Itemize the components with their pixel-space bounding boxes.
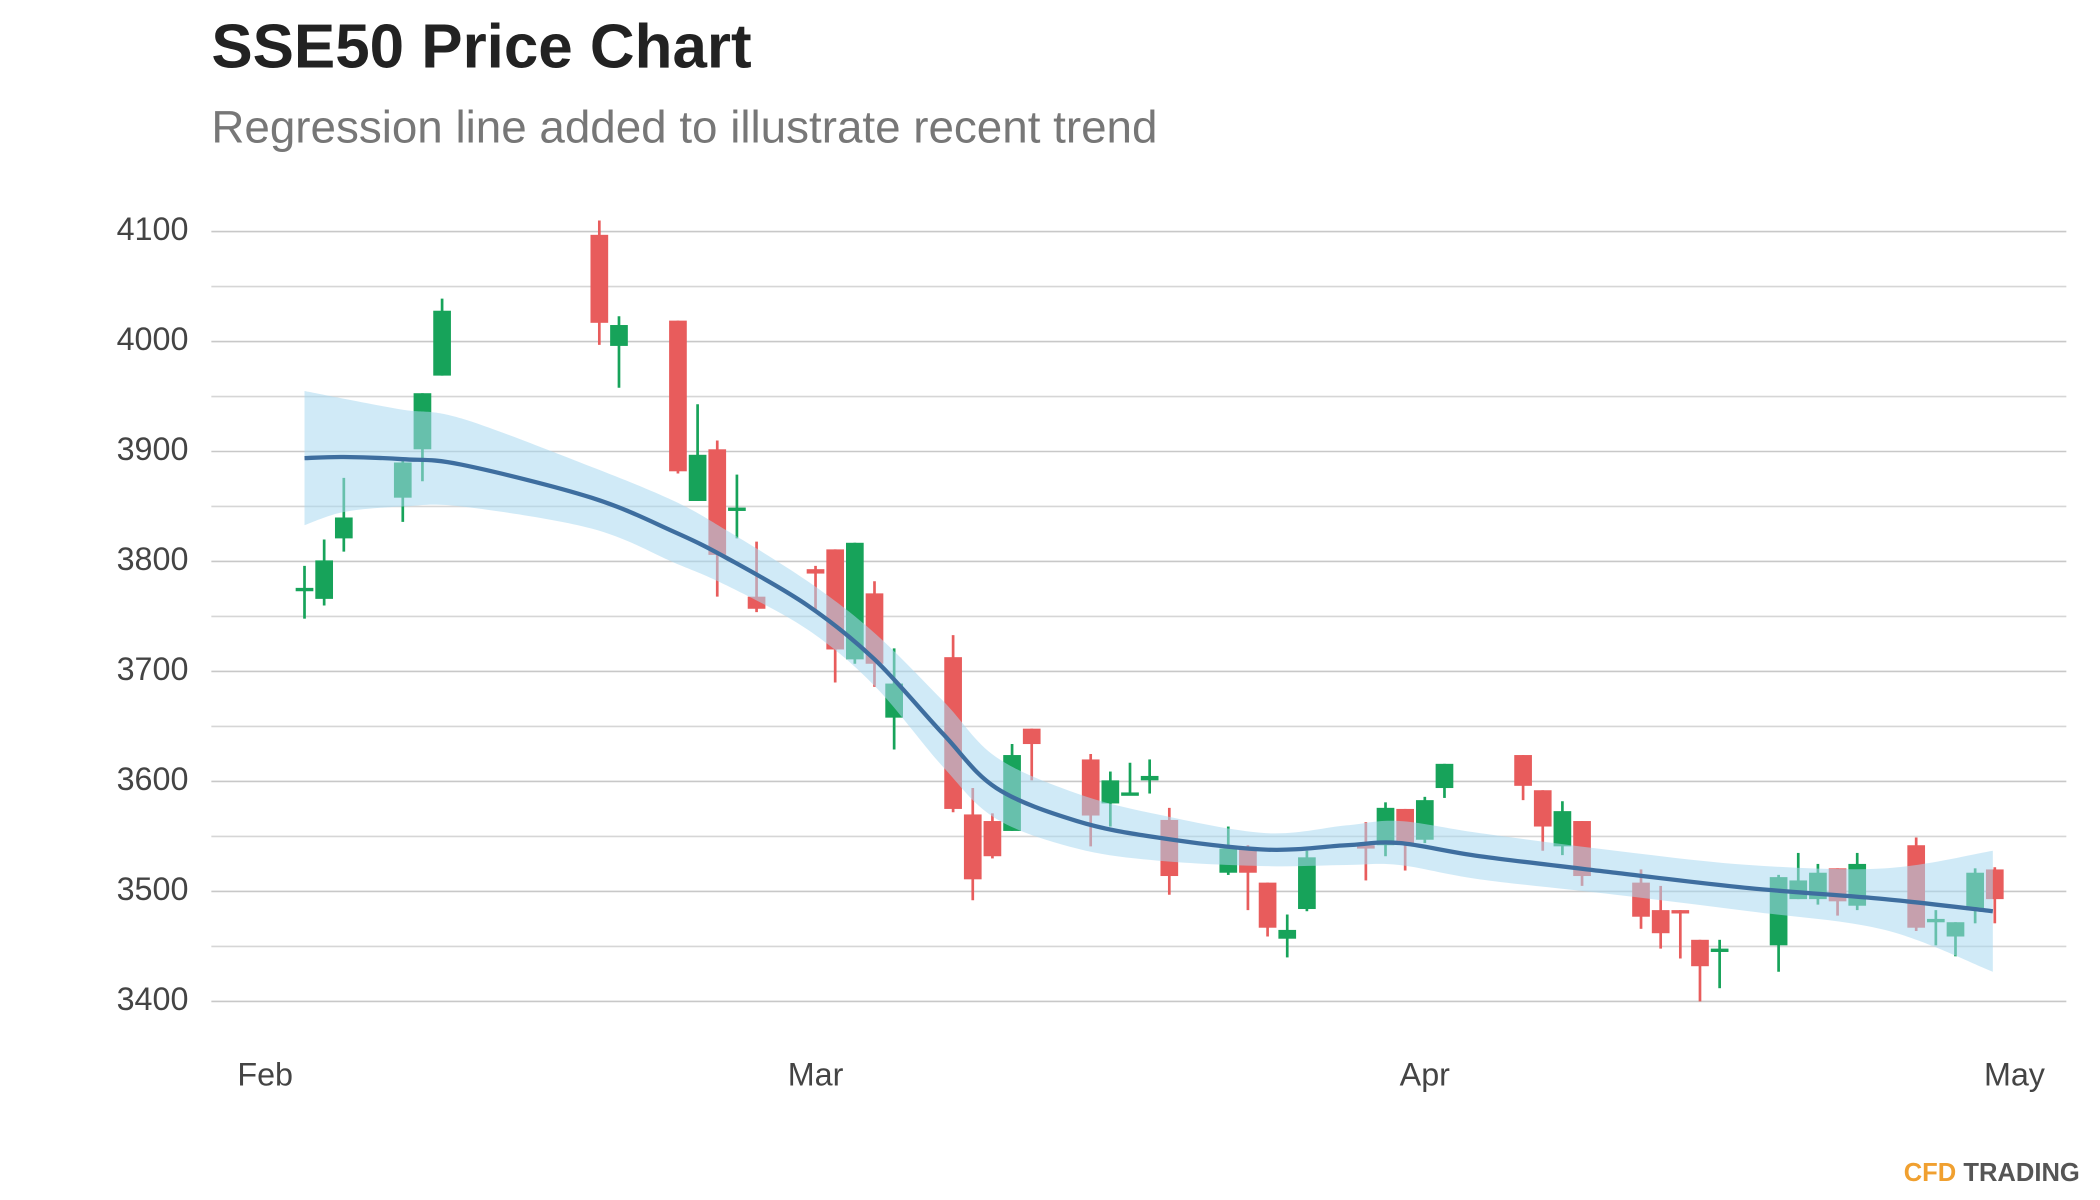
candle-body xyxy=(1101,780,1120,804)
candle-body xyxy=(1298,857,1316,910)
candle-body xyxy=(1121,792,1139,796)
y-tick-label: 3400 xyxy=(117,981,189,1017)
candle-body xyxy=(610,325,628,346)
candle-body xyxy=(315,560,334,599)
candle-body xyxy=(1691,939,1709,967)
candle-body xyxy=(983,821,1002,857)
candle-body xyxy=(963,814,982,880)
candle-body xyxy=(1533,790,1552,827)
candle-body xyxy=(1671,910,1690,914)
candle-body xyxy=(1553,811,1572,847)
y-tick-label: 3600 xyxy=(117,761,189,797)
y-tick-label: 3800 xyxy=(117,541,189,577)
watermark: CFD TRADING xyxy=(1904,1159,2080,1187)
candle-body xyxy=(433,310,451,376)
regression-line xyxy=(304,454,1994,914)
candle-body xyxy=(806,569,825,574)
candle-body xyxy=(295,587,314,592)
confidence-band xyxy=(304,391,1993,972)
candle-body xyxy=(1435,763,1454,789)
candle-body xyxy=(688,454,707,501)
candle-body xyxy=(1022,728,1041,745)
candle-body xyxy=(1514,755,1532,786)
x-tick-label: Mar xyxy=(788,1056,844,1092)
x-tick-label: Feb xyxy=(237,1056,293,1092)
y-tick-label: 4100 xyxy=(117,211,189,247)
watermark-brand: CFD xyxy=(1904,1159,1957,1187)
candle-body xyxy=(1140,775,1159,781)
y-tick-label: 3700 xyxy=(117,651,189,687)
y-tick-label: 3500 xyxy=(117,871,189,907)
candle-body xyxy=(728,507,746,511)
candle-body xyxy=(334,517,353,539)
candle-body xyxy=(1278,929,1297,939)
chart-subtitle: Regression line added to illustrate rece… xyxy=(211,102,1157,153)
x-tick-label: Apr xyxy=(1400,1056,1451,1092)
y-tick-label: 3900 xyxy=(117,431,189,467)
candle-body xyxy=(1258,882,1277,928)
candle-body xyxy=(1651,910,1670,934)
candle-body xyxy=(669,320,687,472)
candle-body xyxy=(1710,948,1729,952)
chart-title: SSE50 Price Chart xyxy=(211,13,751,82)
y-tick-label: 4000 xyxy=(117,321,189,357)
candle-body xyxy=(590,234,609,323)
x-tick-label: May xyxy=(1984,1056,2046,1092)
watermark-text: TRADING xyxy=(1963,1159,2079,1187)
